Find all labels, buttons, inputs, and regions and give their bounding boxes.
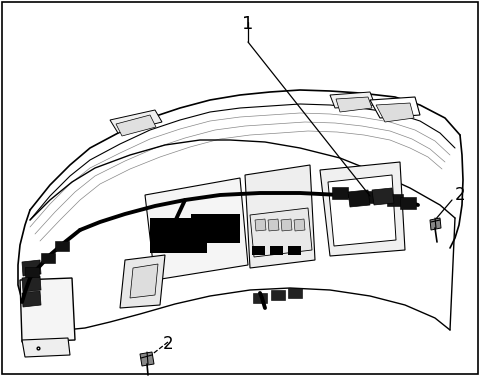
Polygon shape	[336, 97, 372, 112]
Polygon shape	[294, 219, 305, 231]
Polygon shape	[271, 290, 285, 300]
Polygon shape	[145, 178, 248, 280]
Polygon shape	[140, 352, 154, 366]
Text: 2: 2	[163, 335, 173, 353]
Polygon shape	[328, 175, 396, 246]
Polygon shape	[22, 260, 41, 276]
Polygon shape	[255, 219, 266, 231]
Polygon shape	[130, 264, 158, 298]
Polygon shape	[320, 162, 405, 256]
Polygon shape	[253, 293, 267, 303]
Polygon shape	[330, 92, 375, 108]
Polygon shape	[400, 197, 416, 209]
Polygon shape	[332, 187, 348, 199]
Polygon shape	[288, 288, 302, 298]
Polygon shape	[372, 188, 394, 205]
Polygon shape	[430, 218, 441, 230]
Polygon shape	[110, 110, 162, 133]
Polygon shape	[281, 219, 292, 231]
Polygon shape	[41, 253, 55, 263]
Polygon shape	[362, 191, 378, 203]
Polygon shape	[387, 194, 403, 206]
Polygon shape	[245, 165, 315, 268]
Polygon shape	[25, 267, 39, 277]
Polygon shape	[116, 115, 156, 136]
Polygon shape	[22, 291, 41, 307]
Polygon shape	[22, 276, 41, 292]
Polygon shape	[55, 241, 69, 251]
Polygon shape	[348, 190, 370, 207]
Polygon shape	[268, 219, 279, 231]
Polygon shape	[120, 255, 165, 308]
Text: 1: 1	[242, 15, 254, 33]
Polygon shape	[376, 103, 414, 122]
Polygon shape	[370, 97, 420, 118]
Text: 2: 2	[455, 186, 466, 204]
Polygon shape	[250, 208, 312, 257]
Polygon shape	[22, 338, 70, 357]
Polygon shape	[20, 278, 75, 342]
